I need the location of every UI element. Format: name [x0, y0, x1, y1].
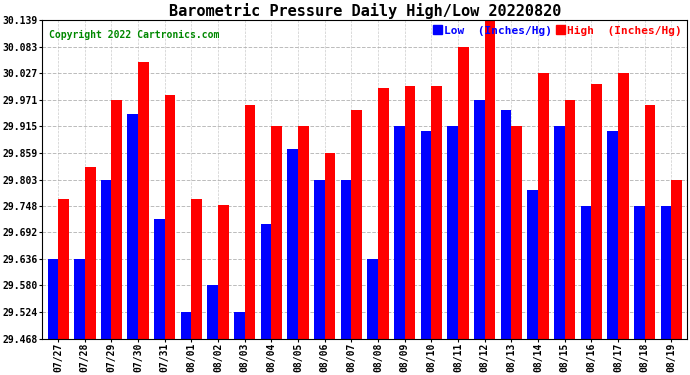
Bar: [367, 259, 378, 339]
Bar: [634, 206, 644, 339]
Bar: [298, 126, 308, 339]
Bar: [341, 180, 351, 339]
Bar: [580, 206, 591, 339]
Bar: [511, 126, 522, 339]
Bar: [474, 100, 484, 339]
Bar: [458, 46, 469, 339]
Bar: [554, 126, 564, 339]
Bar: [245, 105, 255, 339]
Bar: [288, 148, 298, 339]
Bar: [181, 312, 191, 339]
Bar: [607, 130, 618, 339]
Bar: [314, 180, 325, 339]
Bar: [660, 206, 671, 339]
Bar: [378, 88, 388, 339]
Bar: [431, 86, 442, 339]
Text: Copyright 2022 Cartronics.com: Copyright 2022 Cartronics.com: [48, 30, 219, 39]
Bar: [101, 180, 112, 339]
Bar: [271, 126, 282, 339]
Bar: [154, 219, 165, 339]
Bar: [128, 114, 138, 339]
Bar: [671, 180, 682, 339]
Bar: [191, 199, 202, 339]
Bar: [218, 205, 229, 339]
Bar: [351, 110, 362, 339]
Bar: [58, 199, 69, 339]
Bar: [405, 86, 415, 339]
Bar: [644, 105, 656, 339]
Bar: [75, 259, 85, 339]
Bar: [85, 167, 95, 339]
Title: Barometric Pressure Daily High/Low 20220820: Barometric Pressure Daily High/Low 20220…: [168, 3, 561, 19]
Bar: [394, 126, 405, 339]
Bar: [48, 259, 58, 339]
Bar: [564, 100, 575, 339]
Bar: [538, 73, 549, 339]
Bar: [138, 62, 149, 339]
Legend: Low  (Inches/Hg), High  (Inches/Hg): Low (Inches/Hg), High (Inches/Hg): [429, 21, 686, 40]
Bar: [112, 100, 122, 339]
Bar: [501, 110, 511, 339]
Bar: [325, 153, 335, 339]
Bar: [618, 73, 629, 339]
Bar: [261, 224, 271, 339]
Bar: [527, 190, 538, 339]
Bar: [234, 312, 245, 339]
Bar: [208, 285, 218, 339]
Bar: [447, 126, 458, 339]
Bar: [591, 84, 602, 339]
Bar: [421, 130, 431, 339]
Bar: [484, 20, 495, 339]
Bar: [165, 94, 175, 339]
